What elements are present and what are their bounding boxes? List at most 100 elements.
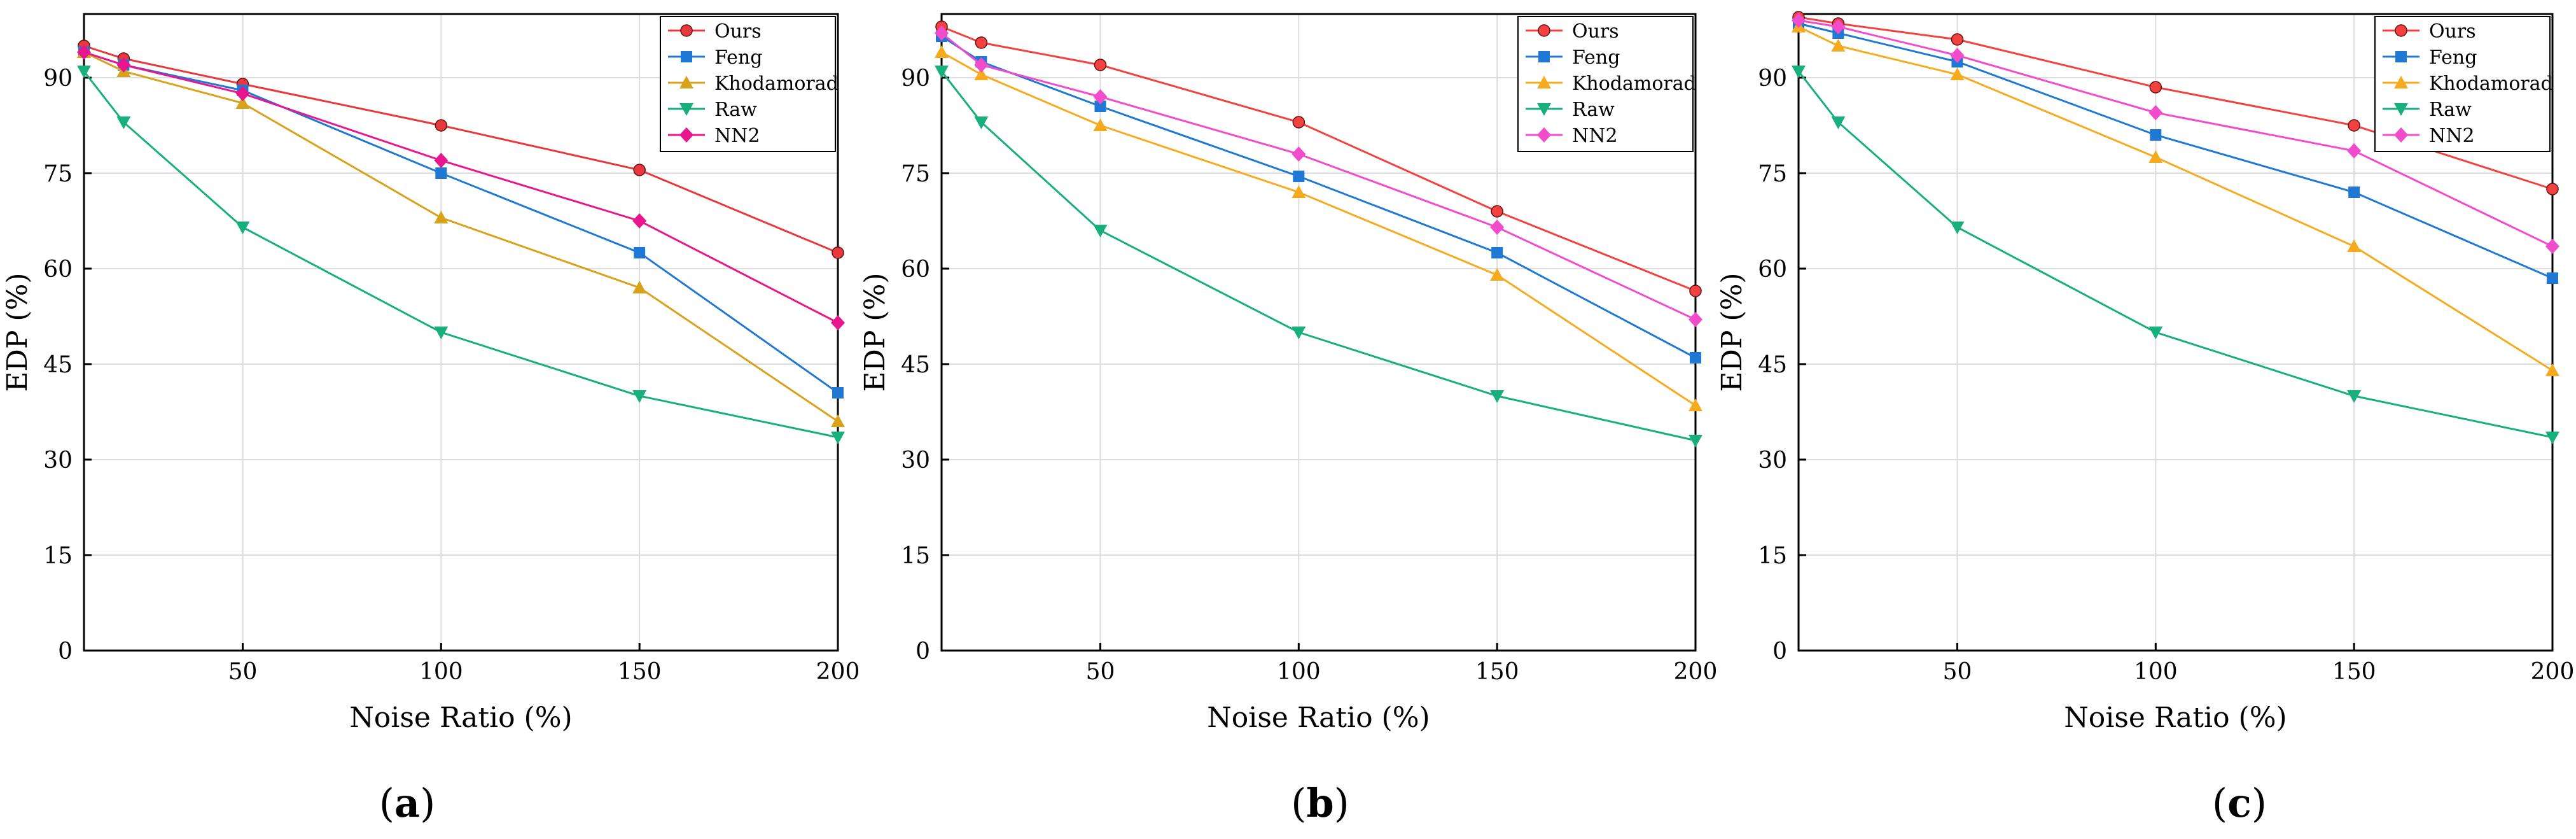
- y-tick-label: 15: [1758, 543, 1787, 569]
- legend: Ours Feng Khodamorad Raw NN2: [1517, 16, 1696, 152]
- x-tick-label: 50: [1943, 659, 1972, 685]
- data-point-ours: [1292, 116, 1305, 129]
- series-line-feng: [941, 35, 1696, 359]
- data-point-feng: [1690, 352, 1701, 363]
- data-point-khodamorad: [235, 96, 250, 109]
- data-point-ours: [633, 164, 646, 176]
- data-point-khodamorad: [434, 211, 449, 223]
- data-point-raw: [434, 327, 449, 339]
- legend-label: Feng: [1572, 46, 1620, 69]
- x-tick-label: 100: [2134, 659, 2178, 685]
- series-line-feng: [1798, 22, 2553, 279]
- plot-frame: [83, 13, 839, 652]
- data-point-khodamorad: [2347, 239, 2362, 252]
- caption-close-paren: ): [2251, 780, 2267, 826]
- x-tick-label: 50: [1086, 659, 1115, 685]
- data-point-nn2: [974, 57, 989, 73]
- plot-frame: [940, 13, 1697, 652]
- y-tick-label: 0: [916, 638, 930, 665]
- legend-label: Khodamorad: [2429, 73, 2553, 95]
- legend-marker: [1537, 103, 1551, 116]
- panel-caption-c: (c): [2144, 780, 2335, 826]
- legend-marker: [679, 103, 693, 116]
- data-point-feng: [634, 247, 646, 258]
- data-point-raw: [1093, 225, 1108, 237]
- data-point-ours: [1689, 285, 1702, 297]
- data-point-raw: [1950, 222, 1965, 234]
- series-line-nn2: [83, 51, 839, 324]
- data-point-khodamorad: [1291, 185, 1306, 198]
- y-tick-label: 90: [901, 66, 930, 92]
- data-point-nn2: [1291, 146, 1306, 162]
- series-line-raw: [940, 71, 1696, 442]
- legend-label: Feng: [714, 46, 762, 69]
- panel-caption-a: (a): [312, 780, 503, 826]
- series-line-khodamorad: [1798, 25, 2553, 372]
- legend: Ours Feng Khodamorad Raw NN2: [2374, 16, 2553, 152]
- y-tick-label: 0: [1772, 638, 1787, 665]
- data-point-raw: [1291, 327, 1306, 339]
- y-tick-label: 0: [58, 638, 73, 665]
- legend-label: Ours: [2429, 20, 2476, 43]
- data-point-khodamorad: [1490, 268, 1505, 281]
- data-point-nn2: [1950, 48, 1965, 63]
- data-point-nn2: [235, 86, 250, 101]
- legend-label: Khodamorad: [714, 73, 839, 95]
- data-point-feng: [1293, 171, 1305, 182]
- legend-label: Raw: [2429, 99, 2472, 121]
- caption-close-paren: ): [1333, 780, 1349, 826]
- data-point-nn2: [831, 315, 845, 330]
- legend-label: Raw: [1572, 99, 1615, 121]
- panel-caption-b: (b): [1225, 780, 1416, 826]
- y-tick-label: 75: [43, 161, 73, 187]
- data-point-ours: [2149, 81, 2162, 94]
- legend-marker: [1537, 127, 1551, 143]
- data-point-ours: [1094, 59, 1107, 71]
- series-line-nn2: [941, 32, 1696, 321]
- data-point-feng: [1094, 101, 1106, 112]
- x-tick-label: 150: [618, 659, 662, 685]
- x-axis-label: Noise Ratio (%): [2064, 702, 2287, 734]
- legend-label: Ours: [714, 20, 762, 43]
- data-point-ours: [975, 36, 988, 49]
- data-point-feng: [1491, 247, 1503, 258]
- legend-marker: [681, 51, 692, 62]
- caption-letter: a: [394, 780, 421, 826]
- data-point-khodamorad: [974, 67, 989, 80]
- data-point-khodamorad: [1831, 39, 1846, 52]
- data-point-nn2: [1490, 220, 1505, 235]
- data-point-feng: [832, 387, 844, 398]
- data-point-ours: [1491, 205, 1503, 218]
- x-tick-label: 200: [816, 659, 860, 685]
- data-point-raw: [831, 432, 845, 444]
- y-tick-label: 75: [901, 161, 930, 187]
- legend-marker: [1538, 24, 1550, 37]
- legend-marker: [1537, 76, 1551, 88]
- data-point-khodamorad: [1950, 67, 1965, 80]
- y-tick-label: 45: [43, 352, 73, 378]
- data-point-raw: [974, 116, 989, 129]
- data-point-raw: [77, 66, 91, 78]
- y-tick-label: 60: [901, 257, 930, 283]
- data-point-ours: [2546, 183, 2559, 195]
- series-line-ours: [83, 45, 839, 254]
- caption-open-paren: (: [2211, 780, 2228, 826]
- legend-label: Raw: [714, 99, 757, 121]
- data-point-nn2: [1792, 13, 1806, 28]
- data-point-raw: [2545, 432, 2559, 444]
- legend-marker: [1538, 51, 1550, 62]
- y-axis-label: EDP (%): [859, 272, 891, 391]
- x-axis-label: Noise Ratio (%): [1207, 702, 1430, 734]
- data-point-raw: [2148, 327, 2163, 339]
- data-point-nn2: [1831, 19, 1846, 34]
- data-point-raw: [2347, 390, 2362, 403]
- plot-frame: [1797, 13, 2554, 652]
- series-line-nn2: [1798, 19, 2553, 248]
- y-tick-label: 45: [1758, 352, 1787, 378]
- x-tick-label: 200: [1674, 659, 1718, 685]
- legend-marker: [2395, 24, 2407, 37]
- legend-marker: [680, 24, 693, 37]
- data-point-khodamorad: [831, 414, 845, 427]
- legend-marker: [2394, 103, 2408, 116]
- series-line-ours: [941, 25, 1696, 292]
